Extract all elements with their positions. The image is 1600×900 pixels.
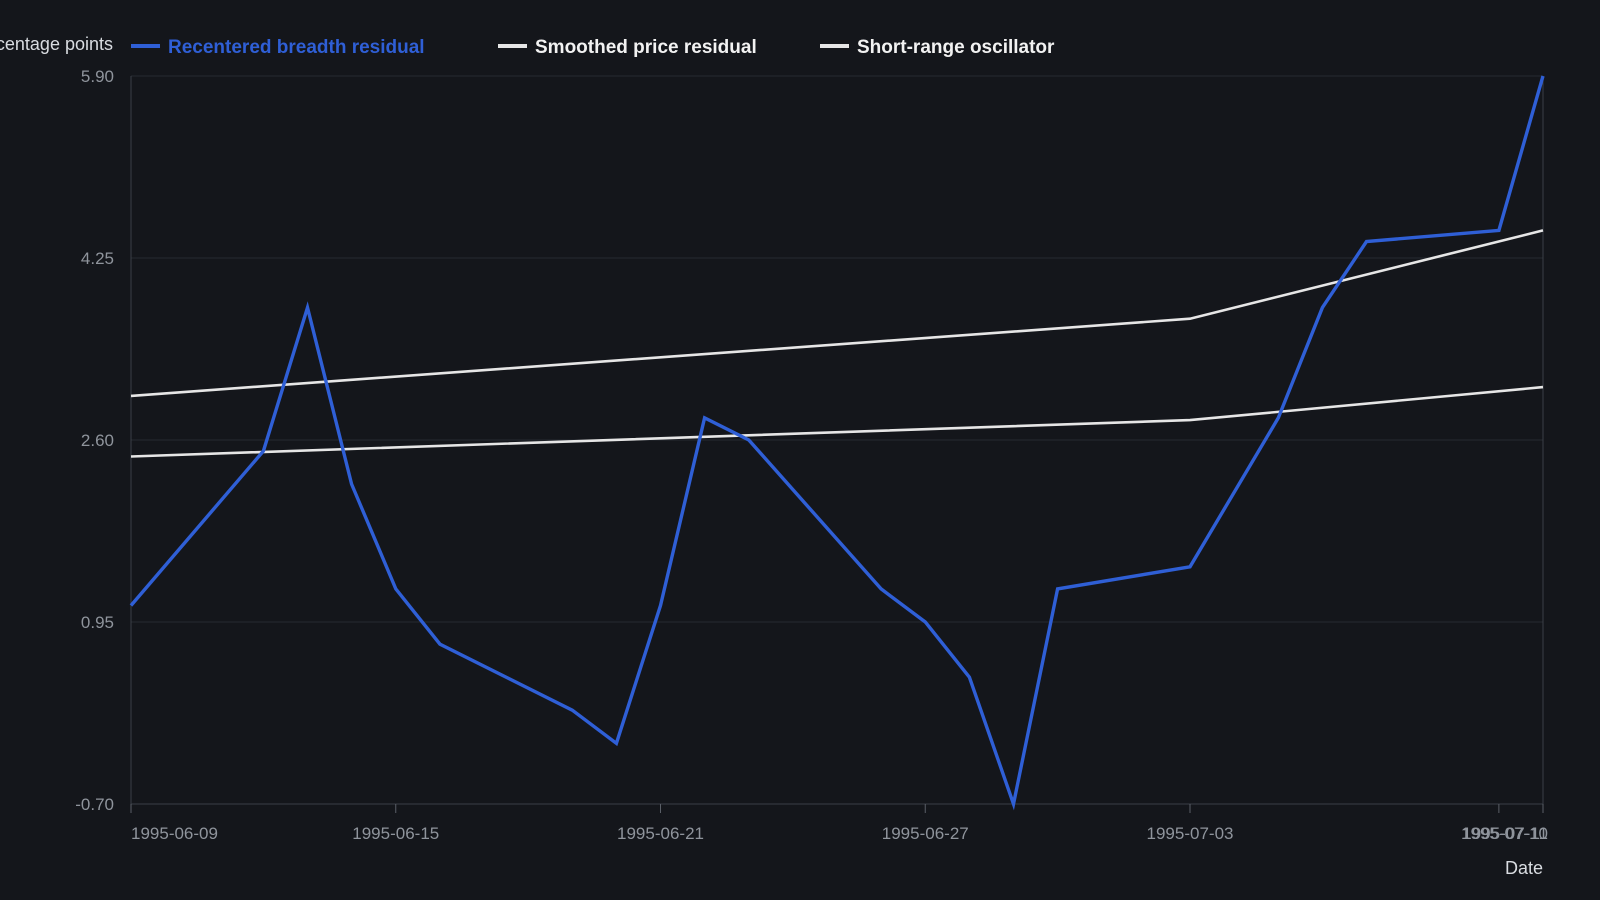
y-tick-label: 2.60 [81,431,114,450]
y-tick-label: 5.90 [81,67,114,86]
x-tick-label: 1995-06-27 [882,824,969,843]
legend-item-1[interactable]: Smoothed price residual [498,37,757,58]
legend[interactable]: Recentered breadth residual Smoothed pric… [131,37,1055,58]
y-axis-title: Percentage points [0,34,113,54]
legend-item-2[interactable]: Short-range oscillator [820,37,1055,58]
legend-label: Short-range oscillator [857,37,1055,58]
x-tick-label: 1995-07-11 [1462,824,1548,843]
axes: 5.90 4.25 2.60 0.95 -0.70 1995-06-09 1995-06-1… [75,67,1548,843]
grid-lines [131,75,1543,805]
x-tick-label: 1995-07-10 [1461,824,1548,843]
series-line-0 [129,75,1545,811]
series-line-2 [130,385,1544,458]
series-lines [129,75,1545,811]
x-tick-label: 1995-06-21 [617,824,704,843]
legend-label: Smoothed price residual [535,37,757,58]
legend-label: Recentered breadth residual [168,37,425,58]
y-tick-label: 4.25 [81,249,114,268]
x-tick-label: 1995-06-15 [352,824,439,843]
y-tick-label: 0.95 [81,613,114,632]
legend-item-0[interactable]: Recentered breadth residual [131,37,425,58]
series-line-1 [130,229,1544,398]
y-tick-label: -0.70 [75,795,114,814]
x-tick-label: 1995-06-09 [131,824,218,843]
x-axis-title: Date [1505,858,1543,878]
x-tick-label: 1995-07-03 [1147,824,1234,843]
